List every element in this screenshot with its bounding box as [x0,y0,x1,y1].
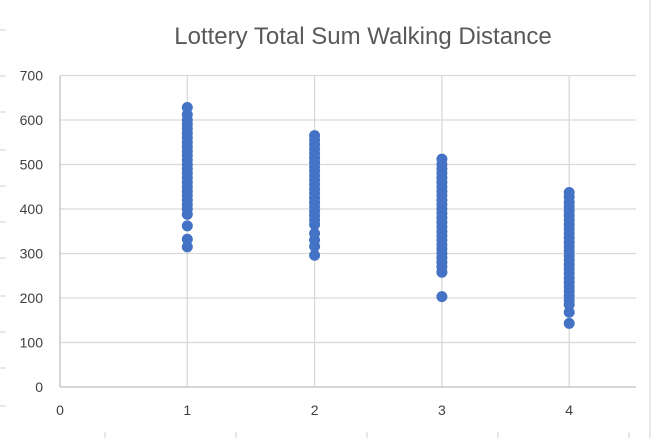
y-tick-label: 500 [20,157,44,173]
x-tick-label: 1 [183,402,191,418]
gridlines [60,74,636,387]
y-tick-label: 700 [20,68,44,84]
x-tick-label: 0 [56,402,64,418]
x-tick-label: 2 [311,402,319,418]
data-point [309,227,321,239]
data-points [181,102,575,329]
data-point [436,291,448,303]
axes [59,76,636,388]
data-point [309,130,321,142]
data-point [181,102,193,114]
y-tick-label: 0 [35,379,43,395]
y-tick-label: 200 [20,290,44,306]
y-tick-label: 100 [20,335,44,351]
y-tick-label: 300 [20,246,44,262]
x-tick-label: 4 [565,402,573,418]
y-axis-tick-labels: 0 100 200 300 400 500 600 700 [20,68,44,396]
data-point [563,306,575,318]
data-point [181,220,193,232]
data-point [563,187,575,199]
data-point [181,233,193,245]
data-point [309,249,321,261]
data-point [436,153,448,165]
x-tick-label: 3 [438,402,446,418]
x-axis-tick-labels: 0 1 2 3 4 [56,402,573,418]
y-tick-label: 400 [20,201,44,217]
data-point [563,317,575,329]
chart-title: Lottery Total Sum Walking Distance [174,23,552,50]
y-tick-label: 600 [20,112,44,128]
data-point [181,241,193,253]
